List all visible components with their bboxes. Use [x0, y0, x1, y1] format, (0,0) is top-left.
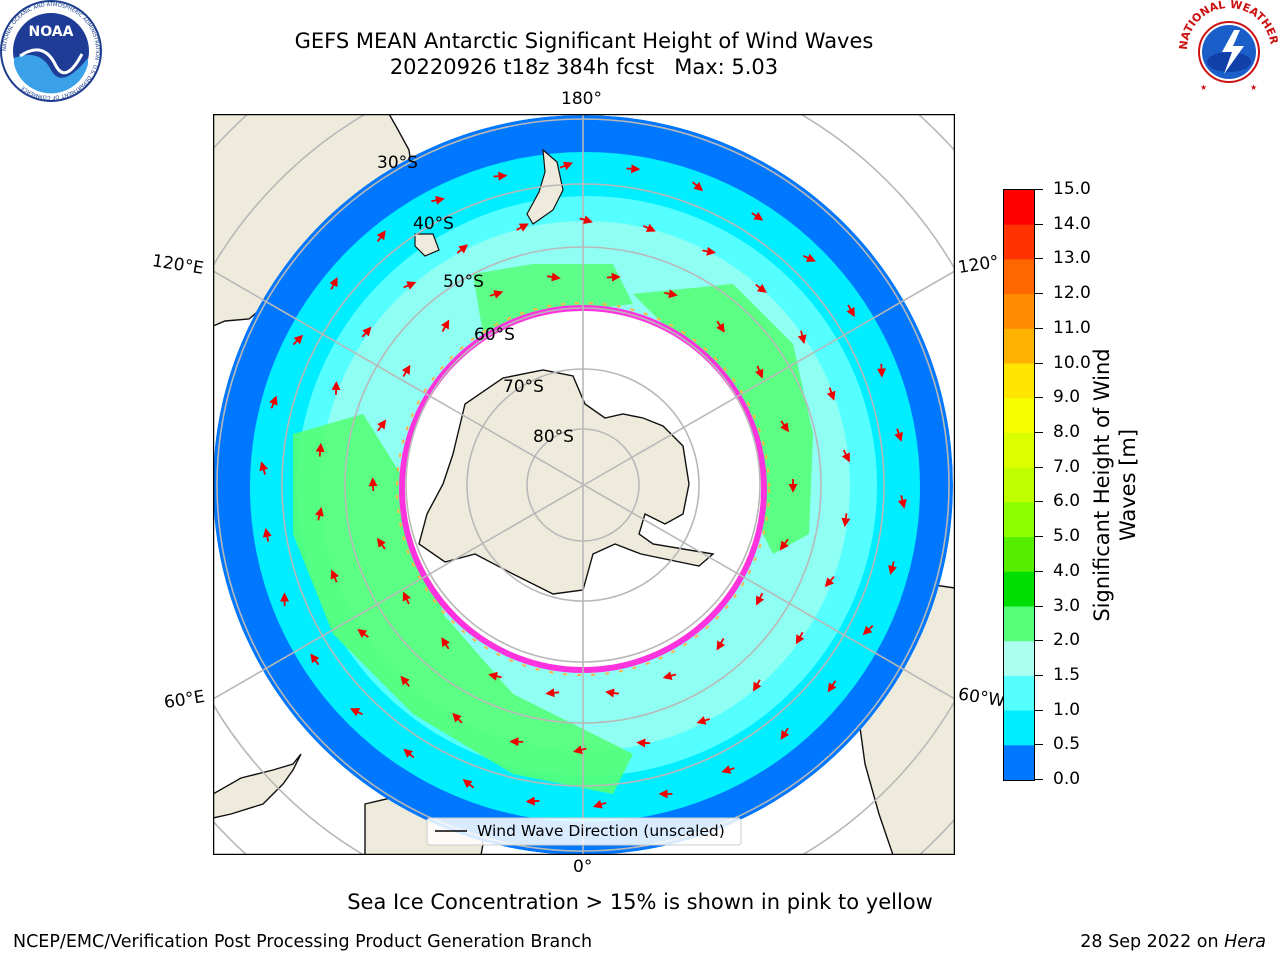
colorbar-tick-label: 0.5: [1053, 734, 1080, 754]
colorbar-segment: [1004, 502, 1034, 537]
wave-direction-arrow: [607, 277, 619, 278]
svg-text:70°S: 70°S: [503, 377, 544, 397]
nws-logo: NATIONAL WEATHER SERVICE ★ ★: [1178, 0, 1280, 102]
svg-text:80°S: 80°S: [533, 427, 574, 447]
lon-label-60w: 60°W: [957, 684, 1007, 711]
colorbar-segment: [1004, 364, 1034, 399]
colorbar-tick-label: 2.0: [1053, 630, 1080, 650]
colorbar-segment: [1004, 259, 1034, 294]
colorbar-tick-label: 3.0: [1053, 596, 1080, 616]
colorbar-tick-mark: [1035, 397, 1043, 398]
footer-date: 28 Sep 2022 on Hera: [1080, 932, 1266, 952]
colorbar-segment: [1004, 606, 1034, 641]
colorbar-tick-mark: [1035, 432, 1043, 433]
colorbar-label-line2: Waves [m]: [1116, 429, 1140, 541]
colorbar-segment: [1004, 329, 1034, 364]
colorbar-tick-label: 14.0: [1053, 214, 1091, 234]
colorbar-tick-mark: [1035, 779, 1043, 780]
colorbar-tick-mark: [1035, 606, 1043, 607]
lon-label-120w: 120°: [957, 252, 1001, 278]
lon-label-60e: 60°E: [163, 687, 207, 713]
lon-label-120e: 120°E: [151, 251, 205, 279]
colorbar-segment: [1004, 225, 1034, 260]
colorbar-tick-mark: [1035, 536, 1043, 537]
colorbar-tick-label: 1.5: [1053, 665, 1080, 685]
wave-direction-arrow: [373, 479, 374, 491]
wave-direction-arrow: [528, 801, 540, 802]
colorbar-tick-label: 1.0: [1053, 700, 1080, 720]
colorbar-segment: [1004, 711, 1034, 746]
colorbar-label-line1: Significant Height of Wind: [1090, 348, 1114, 621]
polar-map: Wind Wave Direction (unscaled) 30°S 40°S…: [213, 114, 955, 855]
colorbar-tick-label: 9.0: [1053, 387, 1080, 407]
colorbar-tick-mark: [1035, 640, 1043, 641]
colorbar-tick-label: 5.0: [1053, 526, 1080, 546]
colorbar-tick-label: 7.0: [1053, 457, 1080, 477]
colorbar-segment: [1004, 641, 1034, 676]
colorbar-segment: [1004, 398, 1034, 433]
map-subtitle: 20220926 t18z 384h fcst Max: 5.03: [0, 54, 1168, 80]
colorbar-segment: [1004, 745, 1034, 780]
map-title: GEFS MEAN Antarctic Significant Height o…: [0, 28, 1168, 54]
legend-text: Wind Wave Direction (unscaled): [477, 822, 725, 840]
colorbar-tick-label: 0.0: [1053, 769, 1080, 789]
arrow-legend: Wind Wave Direction (unscaled): [427, 818, 741, 845]
colorbar-tick-mark: [1035, 744, 1043, 745]
svg-text:50°S: 50°S: [443, 272, 484, 292]
colorbar-tick-label: 8.0: [1053, 422, 1080, 442]
colorbar-tick-mark: [1035, 571, 1043, 572]
wave-direction-arrow: [627, 169, 639, 170]
footer-machine: Hera: [1224, 932, 1266, 952]
svg-text:60°S: 60°S: [474, 325, 515, 345]
colorbar-tick-mark: [1035, 501, 1043, 502]
colorbar-tick-label: 15.0: [1053, 179, 1091, 199]
colorbar-tick-mark: [1035, 363, 1043, 364]
noaa-logo: NOAA NATIONAL OCEANIC AND ATMOSPHERIC AD…: [0, 0, 104, 104]
wave-direction-arrow: [881, 364, 882, 376]
colorbar: [1003, 189, 1035, 781]
colorbar-tick-label: 10.0: [1053, 353, 1091, 373]
colorbar-segment: [1004, 433, 1034, 468]
colorbar-tick-label: 4.0: [1053, 561, 1080, 581]
colorbar-tick-mark: [1035, 189, 1043, 190]
colorbar-tick-label: 6.0: [1053, 491, 1080, 511]
colorbar-segment: [1004, 676, 1034, 711]
colorbar-segment: [1004, 294, 1034, 329]
colorbar-segment: [1004, 190, 1034, 225]
svg-text:40°S: 40°S: [413, 214, 454, 234]
footer-branch: NCEP/EMC/Verification Post Processing Pr…: [13, 932, 592, 952]
sea-ice-caption: Sea Ice Concentration > 15% is shown in …: [0, 890, 1280, 914]
colorbar-tick-label: 11.0: [1053, 318, 1091, 338]
wave-direction-arrow: [547, 692, 559, 693]
colorbar-tick-label: 13.0: [1053, 248, 1091, 268]
svg-text:30°S: 30°S: [377, 153, 418, 173]
svg-text:★: ★: [1250, 83, 1257, 92]
colorbar-tick-mark: [1035, 224, 1043, 225]
svg-text:★: ★: [1200, 83, 1207, 92]
noaa-logo-text: NOAA: [29, 24, 74, 40]
colorbar-tick-mark: [1035, 710, 1043, 711]
colorbar-tick-mark: [1035, 675, 1043, 676]
colorbar-segment: [1004, 572, 1034, 607]
map-canvas: Wind Wave Direction (unscaled) 30°S 40°S…: [213, 114, 955, 855]
colorbar-tick-mark: [1035, 467, 1043, 468]
colorbar-tick-mark: [1035, 258, 1043, 259]
lon-label-0: 0°: [573, 857, 592, 877]
wave-direction-arrow: [638, 743, 650, 744]
colorbar-tick-mark: [1035, 293, 1043, 294]
colorbar-segment: [1004, 537, 1034, 572]
colorbar-tick-mark: [1035, 328, 1043, 329]
wave-direction-arrow: [494, 176, 506, 177]
colorbar-segment: [1004, 468, 1034, 503]
lon-label-180: 180°: [561, 89, 602, 109]
wave-direction-arrow: [320, 445, 321, 457]
colorbar-tick-label: 12.0: [1053, 283, 1091, 303]
